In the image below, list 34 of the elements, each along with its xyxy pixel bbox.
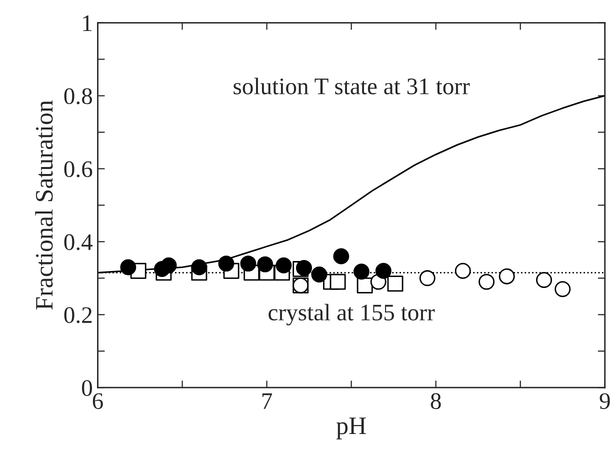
- annotation: solution T state at 31 torr: [234, 78, 470, 94]
- point: [454, 262, 471, 279]
- point: [478, 274, 495, 290]
- y-tick-label: 0.6: [64, 161, 92, 178]
- y-tick-label: 0.4: [64, 234, 93, 250]
- x-axis-title: pH: [336, 418, 366, 440]
- x-tick-label: 6: [92, 393, 103, 410]
- point: [330, 274, 346, 290]
- point: [120, 259, 136, 276]
- point: [536, 272, 552, 288]
- y-tick-label: 0.8: [64, 88, 92, 104]
- point: [160, 257, 177, 274]
- x-tick-label: 9: [600, 393, 610, 410]
- point: [191, 259, 208, 276]
- point: [375, 262, 392, 279]
- point: [276, 257, 292, 274]
- point: [296, 260, 312, 276]
- y-axis-title: Fractional Saturation: [35, 100, 53, 310]
- point: [353, 264, 370, 280]
- point: [554, 281, 571, 298]
- point: [240, 256, 256, 272]
- point: [498, 268, 515, 284]
- point: [387, 276, 404, 292]
- x-tick-label: 8: [430, 393, 441, 410]
- point: [311, 266, 328, 282]
- point: [218, 256, 234, 272]
- annotation: crystal at 155 torr: [268, 304, 435, 326]
- y-tick-label: 1: [83, 15, 92, 31]
- y-tick-label: 0.2: [64, 307, 92, 324]
- x-tick-label: 7: [262, 393, 272, 409]
- y-tick-label: 0: [82, 380, 92, 396]
- point: [419, 270, 436, 286]
- point: [257, 256, 274, 272]
- point: [333, 248, 350, 264]
